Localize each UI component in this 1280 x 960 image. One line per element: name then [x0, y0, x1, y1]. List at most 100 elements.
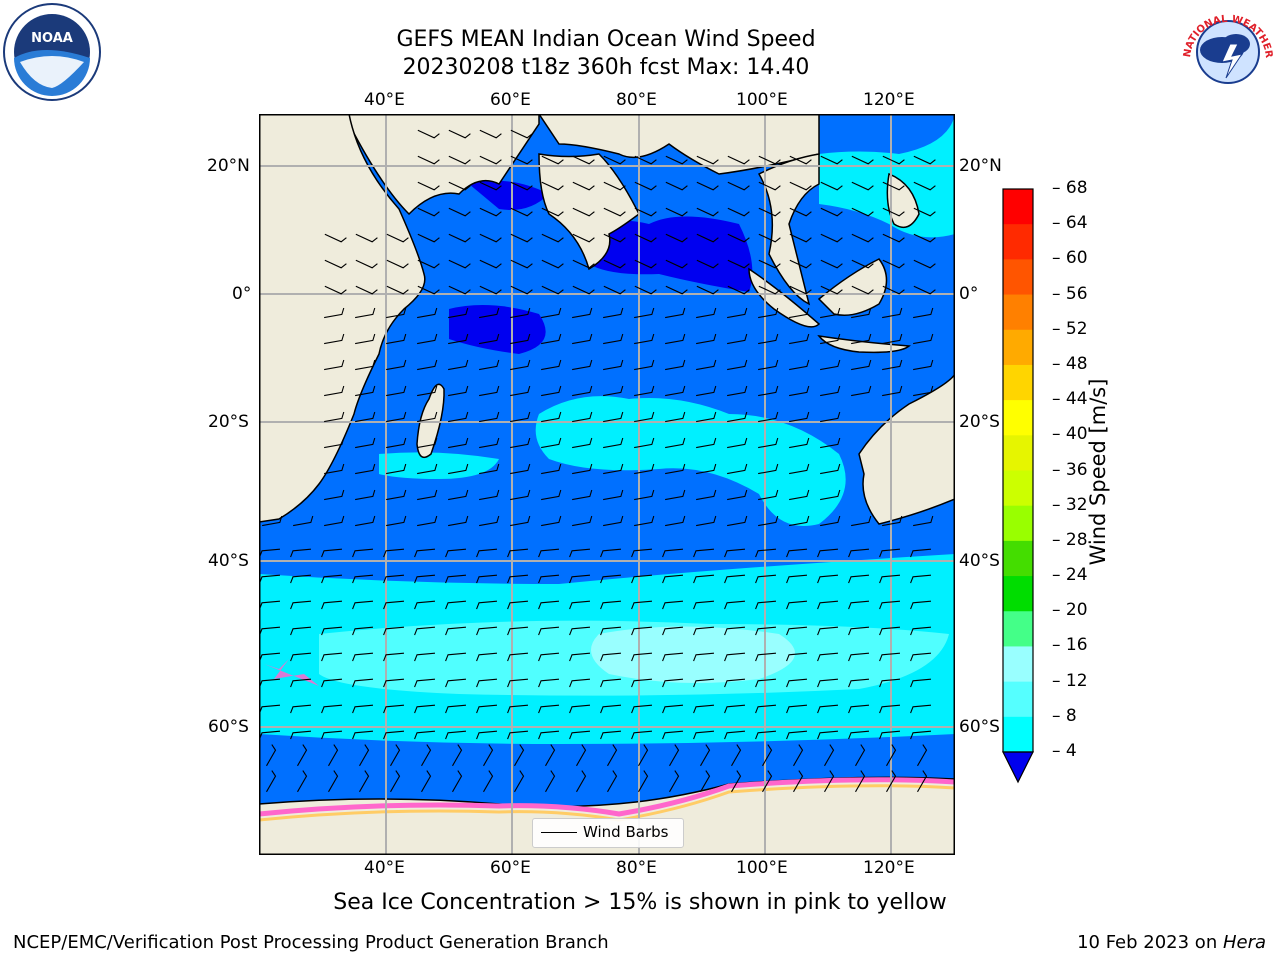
- wind-barb: [731, 770, 742, 793]
- lon-label-bottom: 80°E: [616, 858, 657, 878]
- wind-barb: [603, 437, 624, 449]
- wind-barb: [662, 652, 684, 662]
- wind-barb: [541, 385, 562, 397]
- wind-barb: [355, 515, 376, 527]
- wind-barb: [817, 730, 839, 740]
- wind-barb: [727, 333, 748, 345]
- wind-barb: [290, 704, 312, 714]
- wind-barb: [724, 678, 746, 688]
- wind-barb: [631, 652, 653, 662]
- wind-barb: [414, 626, 436, 636]
- wind-barb: [321, 600, 343, 610]
- wind-barb: [352, 626, 374, 636]
- wind-barb: [417, 129, 440, 139]
- wind-barb: [476, 730, 498, 740]
- wind-barb: [789, 463, 810, 475]
- wind-barb: [879, 730, 901, 740]
- wind-barb: [662, 574, 684, 584]
- wind-barb: [541, 233, 564, 243]
- wind-barb: [262, 515, 283, 527]
- colorbar-segment: [1003, 329, 1033, 366]
- wind-barb: [631, 626, 653, 636]
- wind-barb: [386, 515, 407, 527]
- colorbar-segment: [1003, 294, 1033, 331]
- wind-barb: [913, 359, 934, 371]
- wind-barb: [476, 574, 498, 584]
- wind-barb: [758, 307, 779, 319]
- wind-barb: [820, 385, 841, 397]
- wind-barb: [665, 437, 686, 449]
- wind-barb: [817, 574, 839, 584]
- wind-barb: [758, 259, 781, 269]
- wind-barb: [386, 385, 407, 397]
- wind-barb: [693, 652, 715, 662]
- wind-barb: [665, 259, 688, 269]
- wind-barb: [355, 463, 376, 475]
- wind-barb: [448, 207, 471, 217]
- wind-barb: [910, 574, 932, 584]
- wind-barb: [727, 181, 750, 191]
- wind-barb: [727, 515, 748, 527]
- colorbar-tick-label: – 64: [1052, 213, 1088, 234]
- colorbar-tick-label: – 4: [1052, 741, 1077, 761]
- wind-barb: [572, 285, 595, 295]
- wind-barb: [290, 678, 312, 688]
- wind-barb: [665, 359, 686, 371]
- wind-barb: [913, 515, 934, 527]
- wind-barb: [352, 574, 374, 584]
- wind-barb: [541, 437, 562, 449]
- wind-barb: [727, 207, 750, 217]
- wind-barb: [603, 385, 624, 397]
- wind-barb: [324, 437, 345, 449]
- wind-barb: [631, 600, 653, 610]
- colorbar-segment: [1003, 259, 1033, 296]
- wind-barb: [603, 489, 624, 501]
- wind-barb: [321, 626, 343, 636]
- wind-barb: [569, 574, 591, 584]
- footer-machine: Hera: [1222, 932, 1266, 953]
- wind-barb: [820, 463, 841, 475]
- wind-barb: [445, 652, 467, 662]
- wind-barb: [417, 155, 440, 165]
- lon-label-bottom: 120°E: [863, 858, 915, 878]
- wind-barb: [290, 574, 312, 584]
- wind-barb: [417, 437, 438, 449]
- wind-barb: [603, 155, 626, 165]
- wind-barb: [724, 548, 746, 558]
- wind-barb: [572, 181, 595, 191]
- wind-barb: [541, 307, 562, 319]
- wind-barb: [297, 744, 308, 767]
- africa-landmass: [259, 114, 426, 523]
- wind-barb: [572, 259, 595, 269]
- wind-barb: [638, 770, 649, 793]
- wind-barb: [789, 333, 810, 345]
- wind-barb: [448, 259, 471, 269]
- wind-barb: [696, 307, 717, 319]
- wind-barb: [417, 333, 438, 345]
- wind-barb: [479, 233, 502, 243]
- wind-barb: [572, 411, 593, 423]
- wind-barb: [448, 515, 469, 527]
- wind-barb: [603, 411, 624, 423]
- wind-barb: [445, 626, 467, 636]
- wind-barb: [324, 359, 345, 371]
- wind-barb: [510, 307, 531, 319]
- sea-ice-caption: Sea Ice Concentration > 15% is shown in …: [333, 890, 947, 915]
- wind-barb: [786, 548, 808, 558]
- wind-barb: [851, 155, 874, 165]
- wind-barb: [848, 574, 870, 584]
- wind-barb: [576, 744, 587, 767]
- colorbar-tick-label: – 48: [1052, 353, 1088, 374]
- wind-barb: [386, 285, 409, 295]
- colorbar-segment: [1003, 364, 1033, 401]
- wind-barb: [696, 207, 719, 217]
- wind-barb: [793, 770, 804, 793]
- wind-barb: [321, 548, 343, 558]
- wind-barb: [758, 437, 779, 449]
- malay-peninsula: [757, 153, 820, 306]
- wind-barb: [297, 770, 308, 793]
- wind-barb: [510, 463, 531, 475]
- wind-barb: [848, 652, 870, 662]
- wind-barb: [820, 181, 843, 191]
- wind-barb: [603, 307, 624, 319]
